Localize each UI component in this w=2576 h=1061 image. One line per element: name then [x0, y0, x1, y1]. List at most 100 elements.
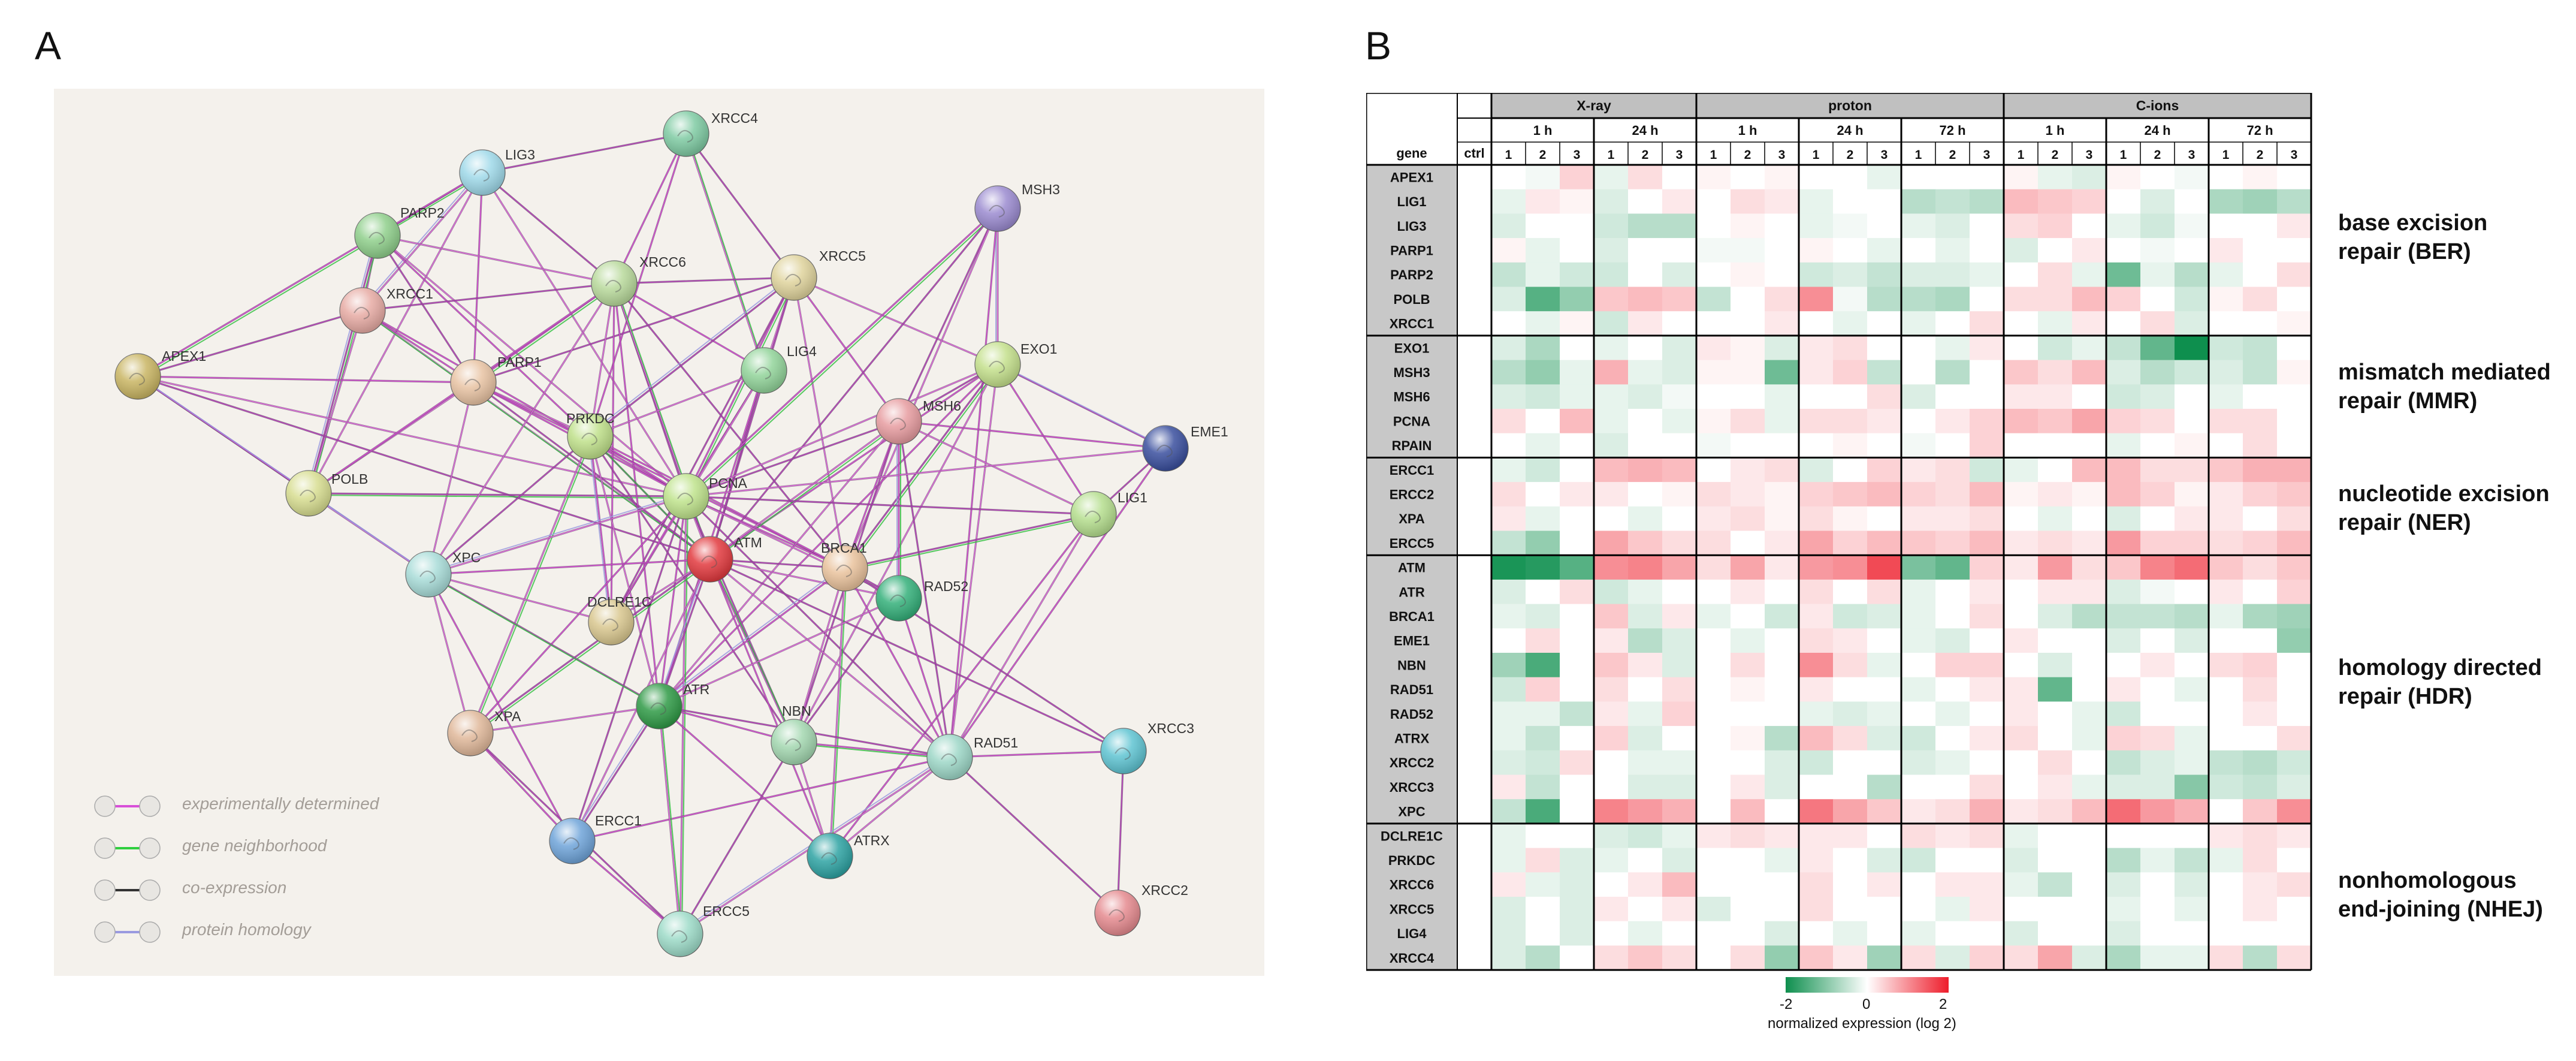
cell-rad52-17	[2038, 701, 2073, 727]
gene-label-msh3: MSH3	[1393, 365, 1430, 380]
cell-xrcc3-10	[1799, 774, 1834, 800]
cell-ercc5-7	[1696, 530, 1731, 556]
cell-xrcc4-17	[2038, 945, 2073, 970]
cell-lig4-15	[1970, 921, 2004, 946]
cell-ercc5-21	[2175, 530, 2209, 556]
expression-heatmap: gene ctrl X-ray 1 h 1 2 3 24 h 1 2 3 proton 1 h 1 2 3 24…	[1366, 93, 2343, 971]
cell-xrcc1-0	[1457, 311, 1492, 336]
cell-prkdc-11	[1833, 848, 1868, 873]
cell-xrcc5-12	[1867, 897, 1902, 922]
cell-xpa-15	[1970, 506, 2004, 531]
cell-rad52-5	[1628, 701, 1663, 727]
network-nodes: XRCC4 LIG3 PARP2 MSH3 XRCC1 XRCC6 XRCC5 EXO1 APE…	[114, 110, 1228, 957]
cell-xrcc5-4	[1594, 897, 1629, 922]
edge-exo1-atr	[658, 363, 999, 707]
cell-brca1-24	[2277, 604, 2312, 629]
cell-rpain-13	[1901, 433, 1936, 458]
edge-lig1-brca1	[844, 513, 1096, 571]
cell-ercc2-15	[1970, 482, 2004, 507]
cell-lig3-7	[1696, 213, 1731, 239]
cell-ercc1-17	[2038, 457, 2073, 483]
cell-pcna-4	[1594, 409, 1629, 434]
cell-nbn-12	[1867, 653, 1902, 678]
cell-atm-3	[1560, 555, 1594, 580]
rep-label-proton-24-h-2: 2	[1847, 148, 1854, 162]
cell-msh6-9	[1765, 384, 1799, 409]
edge-prkdc-lig4	[590, 369, 765, 438]
cell-rad51-13	[1901, 677, 1936, 702]
cell-atrx-21	[2175, 726, 2209, 751]
cell-ercc2-19	[2106, 482, 2141, 507]
cell-polb-18	[2072, 287, 2107, 312]
rep-label-proton-72-h-1: 1	[1915, 148, 1922, 162]
cell-xrcc3-24	[2277, 774, 2312, 800]
edge-xrcc4-prkdc	[589, 133, 687, 437]
cell-xpa-21	[2175, 506, 2209, 531]
cell-prkdc-13	[1901, 848, 1936, 873]
cell-eme1-11	[1833, 628, 1868, 653]
cell-nbn-6	[1662, 653, 1697, 678]
group-label-ber-line2: repair (BER)	[2338, 239, 2471, 264]
cell-dclre1c-19	[2106, 823, 2141, 849]
cell-rad52-22	[2209, 701, 2243, 727]
cell-brca1-3	[1560, 604, 1594, 629]
cell-msh3-9	[1765, 360, 1799, 385]
cell-parp1-18	[2072, 238, 2107, 263]
cell-xrcc6-20	[2140, 872, 2175, 897]
cell-xpc-23	[2243, 799, 2278, 824]
node-label-xrcc4: XRCC4	[711, 110, 758, 126]
cell-xpa-13	[1901, 506, 1936, 531]
cell-pcna-13	[1901, 409, 1936, 434]
cell-atr-10	[1799, 579, 1834, 605]
cell-exo1-17	[2038, 335, 2073, 361]
cell-xrcc4-2	[1526, 945, 1560, 970]
cell-rpain-14	[1935, 433, 1970, 458]
cell-xrcc4-11	[1833, 945, 1868, 970]
cell-lig1-2	[1526, 189, 1560, 214]
cell-atm-10	[1799, 555, 1834, 580]
cell-xrcc2-22	[2209, 750, 2243, 775]
node-xrcc6: XRCC6	[591, 254, 686, 307]
cell-atrx-16	[2004, 726, 2039, 751]
cell-rad52-15	[1970, 701, 2004, 727]
cell-lig4-8	[1731, 921, 1765, 946]
cell-parp1-6	[1662, 238, 1697, 263]
cell-apex1-5	[1628, 165, 1663, 190]
rep-label-x-ray-24-h-3: 3	[1676, 148, 1683, 162]
cell-lig3-10	[1799, 213, 1834, 239]
cell-ercc5-8	[1731, 530, 1765, 556]
cell-nbn-2	[1526, 653, 1560, 678]
cell-xrcc4-8	[1731, 945, 1765, 970]
cell-xrcc3-14	[1935, 774, 1970, 800]
cell-xrcc1-13	[1901, 311, 1936, 336]
cell-xrcc5-3	[1560, 897, 1594, 922]
cell-lig3-20	[2140, 213, 2175, 239]
node-label-pcna: PCNA	[709, 475, 748, 491]
cell-lig4-3	[1560, 921, 1594, 946]
cell-atr-19	[2106, 579, 2141, 605]
cell-parp1-16	[2004, 238, 2039, 263]
cell-prkdc-22	[2209, 848, 2243, 873]
cell-pcna-8	[1731, 409, 1765, 434]
cell-prkdc-10	[1799, 848, 1834, 873]
cell-ercc5-3	[1560, 530, 1594, 556]
edge-parp2-prkdc	[376, 234, 591, 438]
cell-xrcc3-23	[2243, 774, 2278, 800]
cell-rpain-1	[1491, 433, 1526, 458]
cell-rad51-22	[2209, 677, 2243, 702]
cell-xrcc2-17	[2038, 750, 2073, 775]
edge-brca1-rad51	[844, 568, 951, 758]
cell-brca1-12	[1867, 604, 1902, 629]
cell-nbn-4	[1594, 653, 1629, 678]
cell-rpain-5	[1628, 433, 1663, 458]
cell-rad52-3	[1560, 701, 1594, 727]
cell-prkdc-23	[2243, 848, 2278, 873]
cell-eme1-23	[2243, 628, 2278, 653]
cell-nbn-0	[1457, 653, 1492, 678]
cell-rad52-12	[1867, 701, 1902, 727]
rep-label-proton-1-h-1: 1	[1710, 148, 1717, 162]
cell-rad52-2	[1526, 701, 1560, 727]
gene-label-msh6: MSH6	[1393, 390, 1430, 405]
cell-nbn-16	[2004, 653, 2039, 678]
cell-xrcc5-23	[2243, 897, 2278, 922]
